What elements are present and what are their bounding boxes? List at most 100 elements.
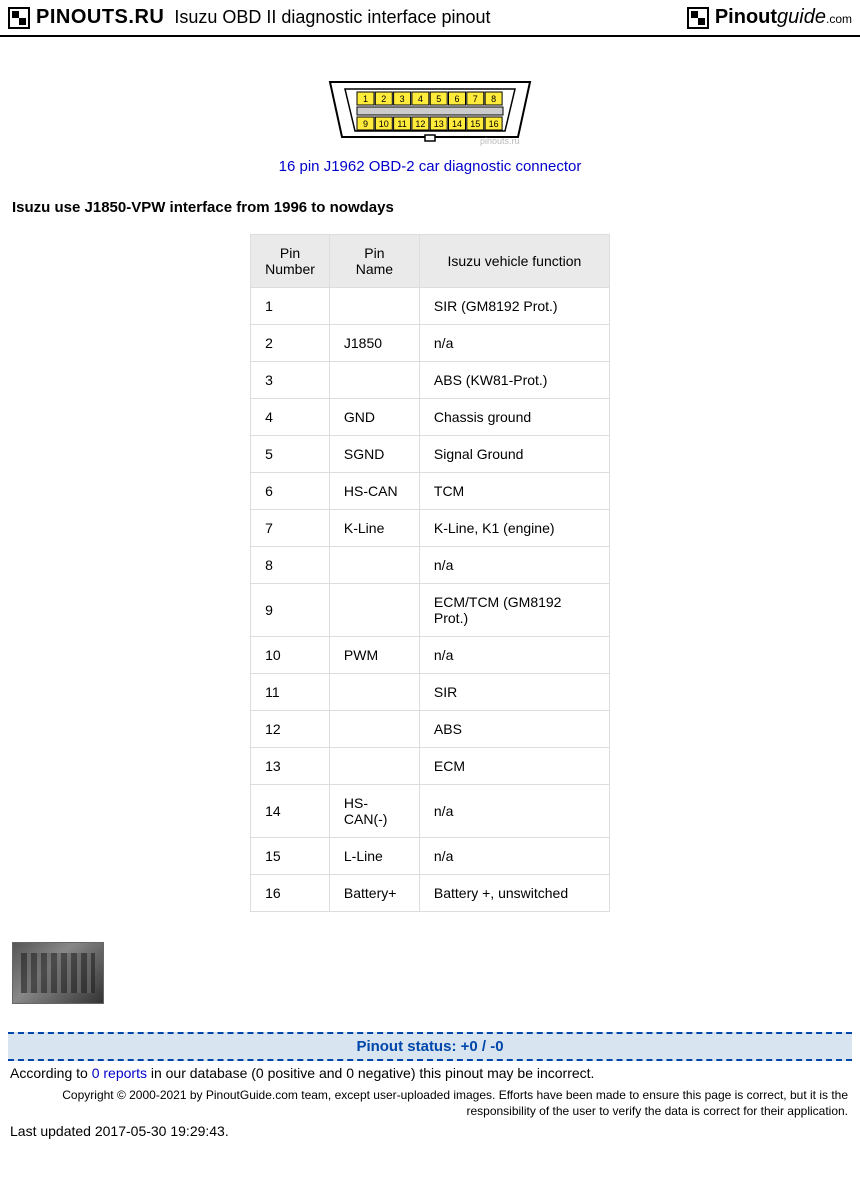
- table-cell: [329, 362, 419, 399]
- table-body: 1 SIR (GM8192 Prot.)2J1850n/a3 ABS (KW81-…: [251, 288, 610, 912]
- table-row: 4GND Chassis ground: [251, 399, 610, 436]
- svg-text:16: 16: [489, 119, 499, 129]
- table-cell: n/a: [419, 785, 609, 838]
- pinoutguide-logo-icon: [687, 7, 709, 29]
- table-cell: [329, 711, 419, 748]
- connector-link[interactable]: 16 pin J1962 OBD-2 car diagnostic connec…: [279, 158, 582, 175]
- table-row: 16 Battery+Battery +, unswitched: [251, 875, 610, 912]
- reports-pre: According to: [10, 1065, 92, 1081]
- table-cell: L-Line: [329, 838, 419, 875]
- table-cell: [329, 288, 419, 325]
- table-cell: Chassis ground: [419, 399, 609, 436]
- table-row: 10 PWMn/a: [251, 637, 610, 674]
- table-cell: [329, 748, 419, 785]
- diagram-watermark: pinouts.ru: [480, 136, 520, 146]
- table-row: 3 ABS (KW81-Prot.): [251, 362, 610, 399]
- table-cell: Battery+: [329, 875, 419, 912]
- svg-text:13: 13: [434, 119, 444, 129]
- reports-link[interactable]: 0 reports: [92, 1065, 147, 1081]
- pinout-table: Pin NumberPin NameIsuzu vehicle function…: [250, 234, 610, 912]
- table-cell: [329, 674, 419, 711]
- svg-text:1: 1: [363, 94, 368, 104]
- page-header: PINOUTS.RU Isuzu OBD II diagnostic inter…: [0, 0, 860, 37]
- table-cell: 15: [251, 838, 330, 875]
- table-row: 5SGND Signal Ground: [251, 436, 610, 473]
- table-cell: ABS (KW81-Prot.): [419, 362, 609, 399]
- table-row: 14 HS-CAN(-)n/a: [251, 785, 610, 838]
- table-cell: 6: [251, 473, 330, 510]
- table-row: 1 SIR (GM8192 Prot.): [251, 288, 610, 325]
- table-cell: 13: [251, 748, 330, 785]
- table-cell: SIR: [419, 674, 609, 711]
- table-cell: SIR (GM8192 Prot.): [419, 288, 609, 325]
- svg-text:5: 5: [436, 94, 441, 104]
- svg-text:12: 12: [415, 119, 425, 129]
- table-cell: J1850: [329, 325, 419, 362]
- table-row: 13 ECM: [251, 748, 610, 785]
- table-row: 12 ABS: [251, 711, 610, 748]
- table-cell: HS-CAN: [329, 473, 419, 510]
- interface-subheading: Isuzu use J1850-VPW interface from 1996 …: [12, 199, 848, 216]
- table-cell: Signal Ground: [419, 436, 609, 473]
- table-cell: [329, 547, 419, 584]
- table-cell: GND: [329, 399, 419, 436]
- table-cell: 16: [251, 875, 330, 912]
- copyright-text: Copyright © 2000-2021 by PinoutGuide.com…: [12, 1087, 848, 1119]
- svg-text:7: 7: [473, 94, 478, 104]
- svg-text:6: 6: [454, 94, 459, 104]
- table-cell: K-Line: [329, 510, 419, 547]
- last-updated: Last updated 2017-05-30 19:29:43.: [10, 1123, 850, 1139]
- guide-dotcom: .com: [826, 12, 852, 26]
- table-cell: 8: [251, 547, 330, 584]
- table-row: 11 SIR: [251, 674, 610, 711]
- table-cell: 11: [251, 674, 330, 711]
- table-row: 7K-LineK-Line, K1 (engine): [251, 510, 610, 547]
- reports-post: in our database (0 positive and 0 negati…: [147, 1065, 594, 1081]
- table-cell: SGND: [329, 436, 419, 473]
- connector-photo-thumb[interactable]: [12, 942, 104, 1004]
- table-cell: K-Line, K1 (engine): [419, 510, 609, 547]
- header-left: PINOUTS.RU Isuzu OBD II diagnostic inter…: [8, 6, 491, 29]
- table-cell: 3: [251, 362, 330, 399]
- table-cell: TCM: [419, 473, 609, 510]
- table-header-cell: Isuzu vehicle function: [419, 235, 609, 288]
- pinoutguide-logo-text: Pinoutguide.com: [715, 6, 852, 29]
- table-cell: 10: [251, 637, 330, 674]
- table-cell: ECM/TCM (GM8192 Prot.): [419, 584, 609, 637]
- table-head: Pin NumberPin NameIsuzu vehicle function: [251, 235, 610, 288]
- svg-text:11: 11: [397, 119, 406, 129]
- table-row: 2J1850n/a: [251, 325, 610, 362]
- guide-main: Pinout: [715, 6, 777, 28]
- svg-text:15: 15: [470, 119, 480, 129]
- connector-diagram: 12345678 910111213141516 pinouts.ru: [0, 77, 860, 150]
- reports-line: According to 0 reports in our database (…: [10, 1065, 850, 1081]
- table-header-cell: Pin Name: [329, 235, 419, 288]
- svg-text:8: 8: [491, 94, 496, 104]
- table-row: 6HS-CANTCM: [251, 473, 610, 510]
- svg-text:9: 9: [363, 119, 368, 129]
- table-header-cell: Pin Number: [251, 235, 330, 288]
- header-right: Pinoutguide.com: [687, 6, 852, 29]
- table-cell: n/a: [419, 547, 609, 584]
- table-cell: 9: [251, 584, 330, 637]
- table-cell: ABS: [419, 711, 609, 748]
- table-row: 9 ECM/TCM (GM8192 Prot.): [251, 584, 610, 637]
- table-cell: HS-CAN(-): [329, 785, 419, 838]
- obd-connector-svg: 12345678 910111213141516 pinouts.ru: [325, 77, 535, 147]
- table-row: 8 n/a: [251, 547, 610, 584]
- table-cell: Battery +, unswitched: [419, 875, 609, 912]
- table-cell: n/a: [419, 838, 609, 875]
- table-cell: 5: [251, 436, 330, 473]
- table-cell: 14: [251, 785, 330, 838]
- table-cell: [329, 584, 419, 637]
- table-cell: 12: [251, 711, 330, 748]
- pinouts-logo-icon: [8, 7, 30, 29]
- table-cell: 1: [251, 288, 330, 325]
- page-title: Isuzu OBD II diagnostic interface pinout: [174, 7, 490, 28]
- table-row: 15 L-Linen/a: [251, 838, 610, 875]
- connector-link-wrap: 16 pin J1962 OBD-2 car diagnostic connec…: [0, 158, 860, 175]
- logo-text: PINOUTS.RU: [36, 6, 164, 29]
- guide-suffix: guide: [777, 6, 826, 28]
- table-cell: ECM: [419, 748, 609, 785]
- svg-text:4: 4: [418, 94, 423, 104]
